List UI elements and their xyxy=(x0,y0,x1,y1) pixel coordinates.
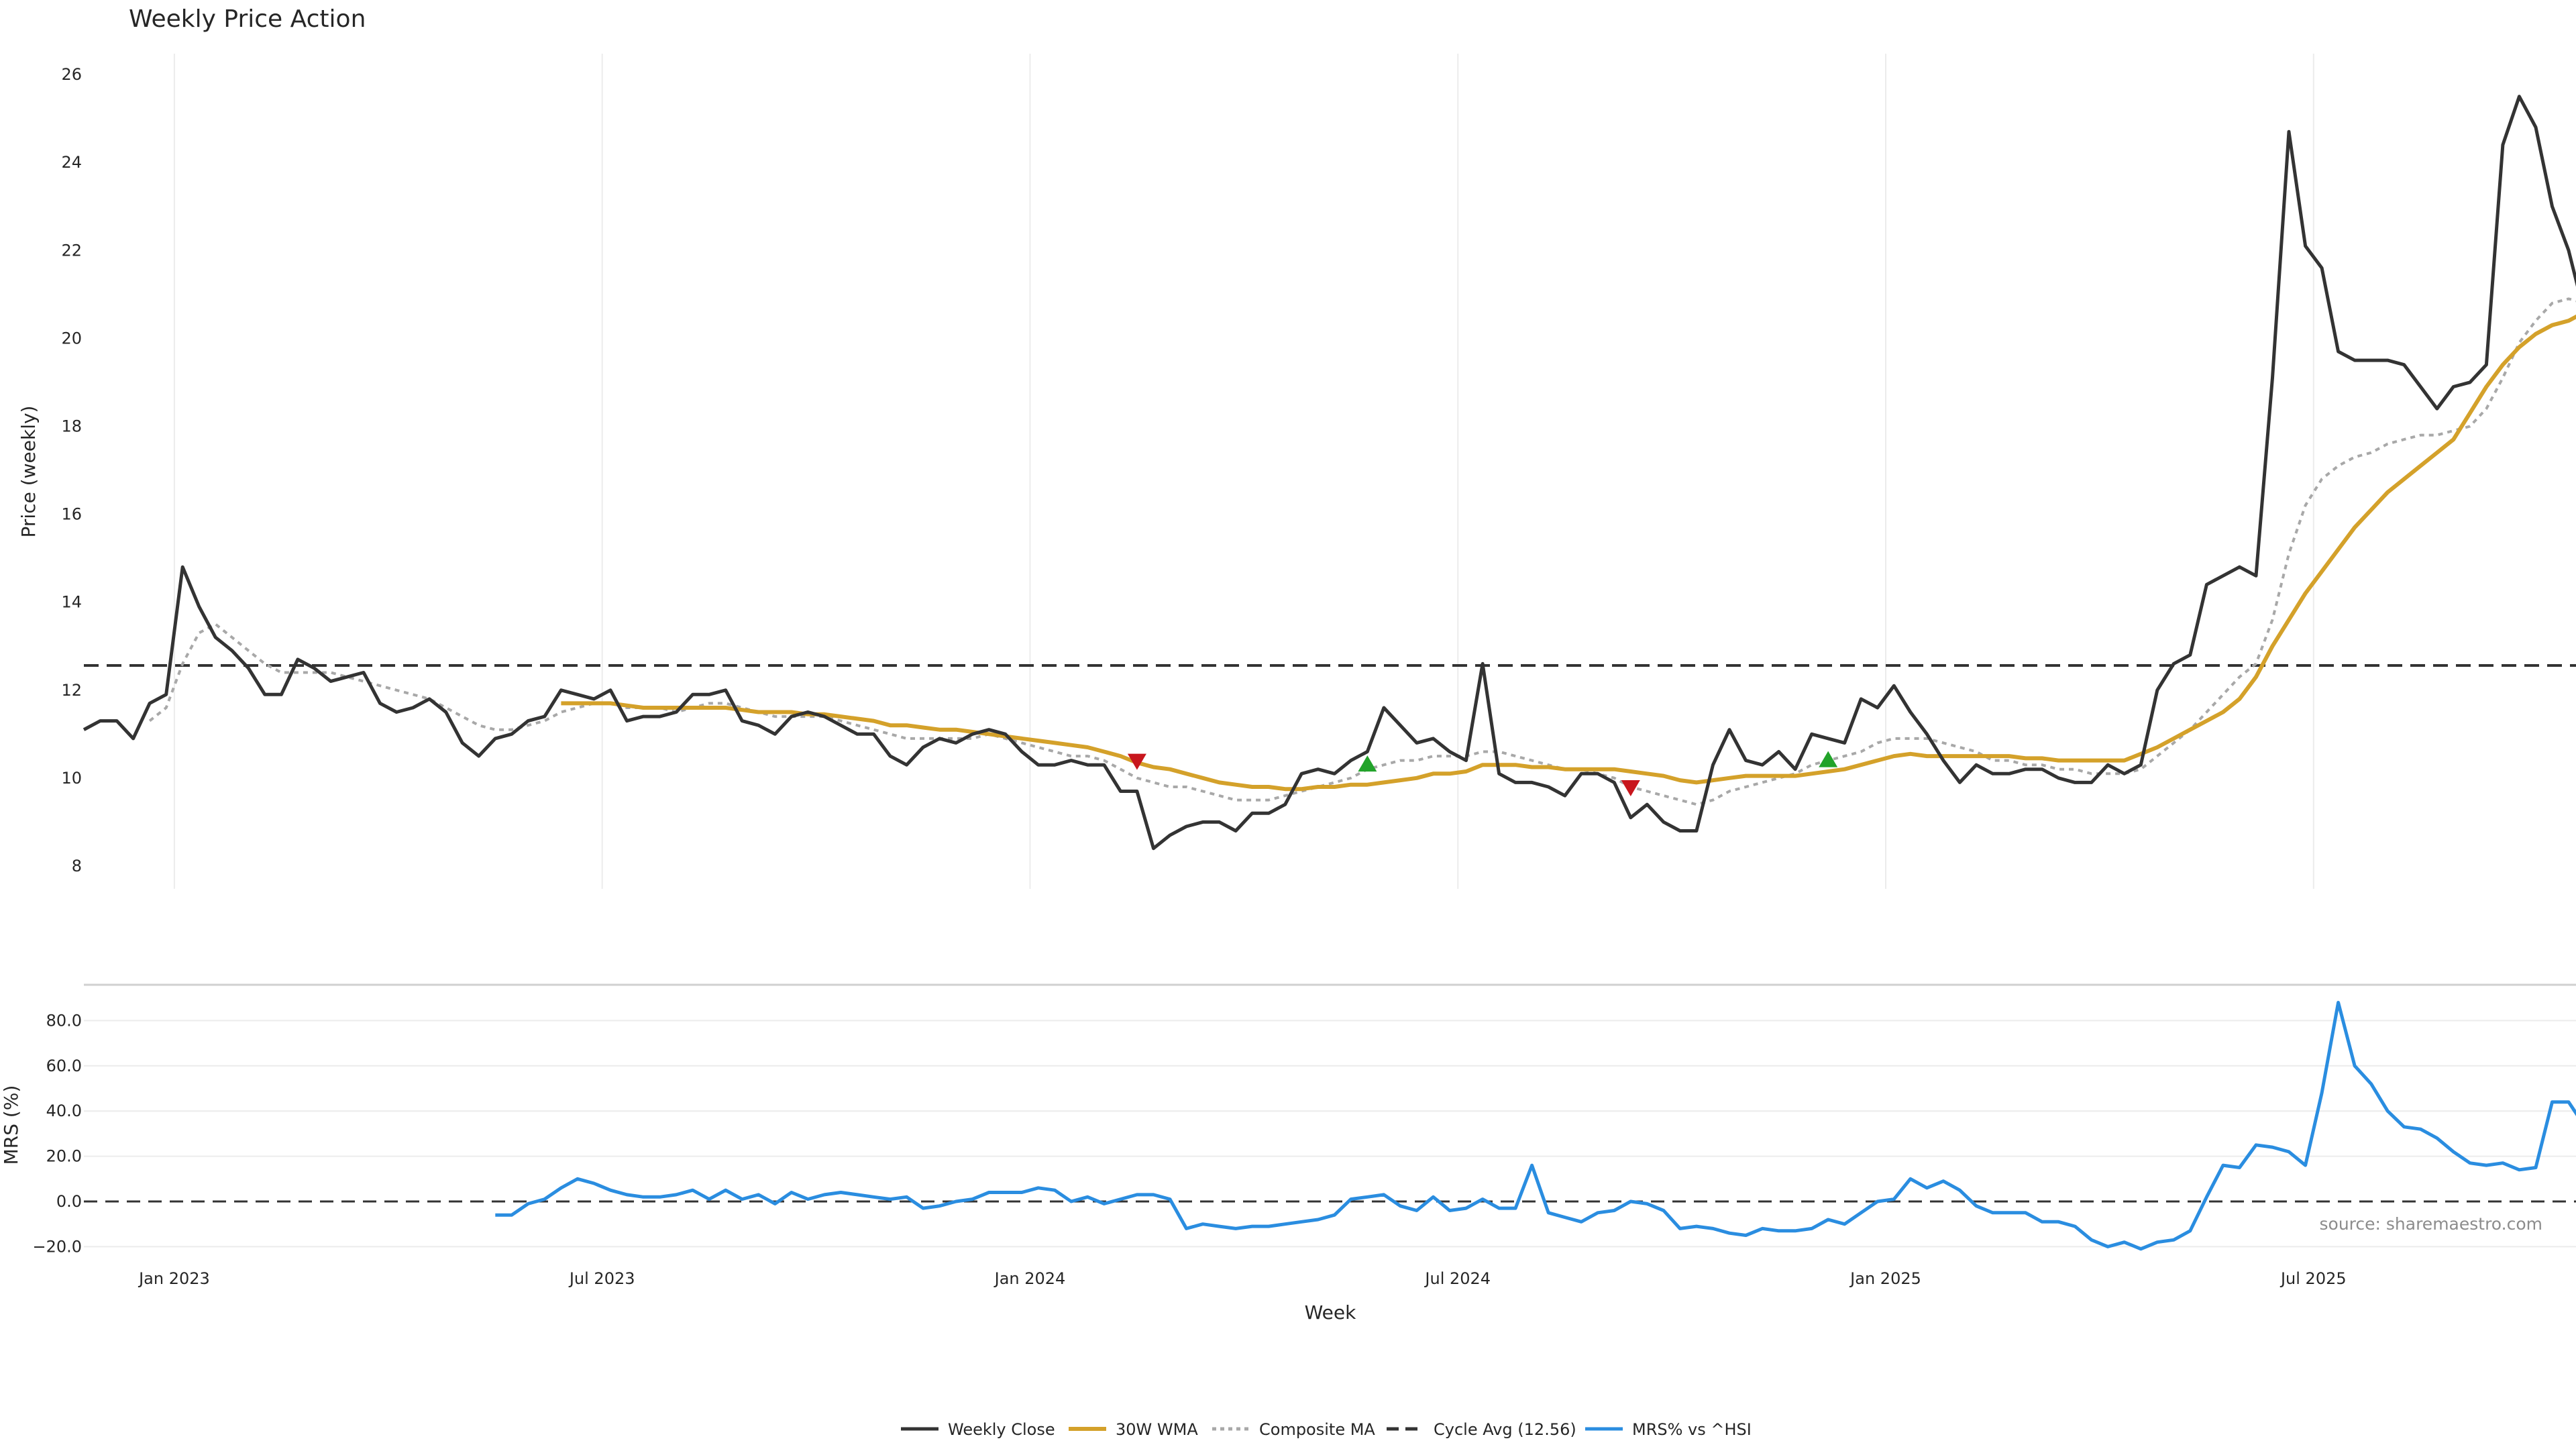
price-y-tick-label: 14 xyxy=(61,593,82,612)
price-y-ticks: 8 10 12 14 16 18 20 22 24 26 xyxy=(61,65,82,875)
mrs-y-tick-label: 80.0 xyxy=(46,1011,82,1030)
legend-label: 30W WMA xyxy=(1116,1420,1198,1439)
legend-label: Cycle Avg (12.56) xyxy=(1434,1420,1576,1439)
mrs-y-tick-label: 40.0 xyxy=(46,1102,82,1120)
price-y-tick-label: 20 xyxy=(61,329,82,347)
buy-signal-marker xyxy=(1819,751,1838,767)
buy-signal-marker xyxy=(1358,755,1377,772)
price-y-tick-label: 12 xyxy=(61,681,82,700)
legend-label: Weekly Close xyxy=(948,1420,1055,1439)
x-tick-label: Jan 2025 xyxy=(1849,1269,1921,1288)
x-tick-label: Jan 2023 xyxy=(138,1269,210,1288)
x-tick-label: Jan 2024 xyxy=(994,1269,1066,1288)
price-y-tick-label: 22 xyxy=(61,241,82,260)
x-tick-label: Jul 2023 xyxy=(568,1269,635,1288)
source-note: source: sharemaestro.com xyxy=(2320,1214,2543,1234)
mrs-y-axis-label: MRS (%) xyxy=(0,1085,22,1165)
mrs-line xyxy=(495,1000,2576,1251)
price-y-tick-label: 18 xyxy=(61,417,82,435)
series-layer xyxy=(83,95,2576,1251)
x-tick-label: Jul 2025 xyxy=(2279,1269,2347,1288)
sell-signal-marker xyxy=(1127,753,1146,770)
mrs-grid xyxy=(84,1020,2576,1248)
x-tick-label: Jul 2024 xyxy=(1424,1269,1491,1288)
sell-signal-marker xyxy=(1621,780,1640,796)
mrs-y-tick-label: −20.0 xyxy=(32,1237,82,1256)
x-axis-ticks: Jan 2023 Jul 2023 Jan 2024 Jul 2024 Jan 2025… xyxy=(138,1269,2347,1288)
signal-layer xyxy=(1127,751,1838,796)
wma-30-line xyxy=(561,314,2576,792)
price-y-tick-label: 8 xyxy=(72,857,82,875)
price-y-tick-label: 10 xyxy=(61,769,82,788)
mrs-y-tick-label: 0.0 xyxy=(56,1192,82,1211)
mrs-y-ticks: 80.0 60.0 40.0 20.0 0.0 −20.0 xyxy=(32,1011,82,1256)
weekly-close-line xyxy=(83,95,2576,851)
x-axis-label: Week xyxy=(1305,1301,1356,1324)
chart-title: Weekly Price Action xyxy=(129,5,366,33)
composite-ma-line xyxy=(148,297,2576,806)
price-y-axis-label: Price (weekly) xyxy=(17,406,40,538)
price-grid xyxy=(173,54,2314,889)
price-y-tick-label: 26 xyxy=(61,65,82,84)
price-y-tick-label: 16 xyxy=(61,505,82,524)
legend-label: Composite MA xyxy=(1259,1420,1375,1439)
mrs-y-tick-label: 20.0 xyxy=(46,1147,82,1166)
legend-label: MRS% vs ^HSI xyxy=(1632,1420,1752,1439)
price-y-tick-label: 24 xyxy=(61,153,82,172)
legend: Weekly Close 30W WMA Composite MA Cycle Avg… xyxy=(901,1420,1752,1439)
mrs-y-tick-label: 60.0 xyxy=(46,1057,82,1075)
